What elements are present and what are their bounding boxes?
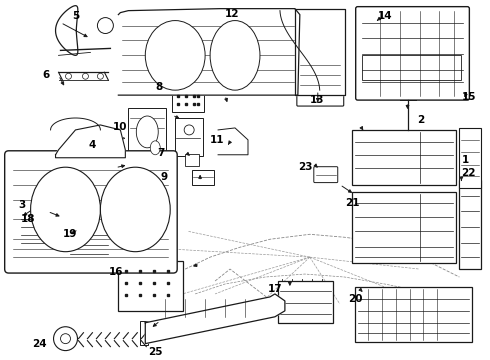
Text: 18: 18 bbox=[21, 215, 35, 224]
Circle shape bbox=[53, 327, 77, 351]
Bar bbox=[278, 281, 333, 323]
Text: 23: 23 bbox=[298, 162, 312, 172]
Text: 8: 8 bbox=[155, 82, 163, 92]
Ellipse shape bbox=[150, 141, 160, 155]
Text: 20: 20 bbox=[348, 294, 362, 304]
Text: 24: 24 bbox=[33, 339, 47, 349]
Bar bbox=[192, 170, 214, 185]
FancyBboxPatch shape bbox=[356, 6, 469, 100]
Bar bbox=[460, 180, 481, 269]
Text: 9: 9 bbox=[160, 172, 168, 182]
Bar bbox=[352, 192, 456, 263]
Text: 12: 12 bbox=[225, 9, 240, 19]
Text: 11: 11 bbox=[210, 135, 224, 145]
Bar bbox=[23, 215, 37, 246]
Circle shape bbox=[61, 334, 71, 344]
Circle shape bbox=[66, 73, 72, 79]
Circle shape bbox=[98, 73, 103, 79]
Text: 16: 16 bbox=[108, 267, 123, 277]
Text: 13: 13 bbox=[310, 95, 324, 105]
Text: 4: 4 bbox=[89, 140, 96, 150]
Bar bbox=[355, 287, 472, 342]
Bar bbox=[460, 128, 481, 188]
Bar bbox=[362, 55, 462, 80]
Circle shape bbox=[98, 18, 113, 33]
Bar bbox=[352, 130, 456, 185]
Text: 21: 21 bbox=[345, 198, 359, 207]
Bar bbox=[119, 261, 183, 311]
Text: 17: 17 bbox=[268, 284, 283, 294]
Text: 15: 15 bbox=[462, 92, 476, 102]
FancyBboxPatch shape bbox=[314, 167, 338, 183]
Polygon shape bbox=[295, 9, 345, 95]
FancyBboxPatch shape bbox=[297, 54, 343, 106]
Bar bbox=[128, 249, 170, 263]
Text: 14: 14 bbox=[378, 11, 392, 21]
Bar bbox=[43, 215, 56, 246]
Polygon shape bbox=[55, 125, 125, 158]
Circle shape bbox=[184, 125, 194, 135]
Bar bbox=[175, 118, 203, 156]
Ellipse shape bbox=[30, 167, 100, 252]
Ellipse shape bbox=[136, 116, 158, 148]
Polygon shape bbox=[145, 294, 285, 344]
Text: 10: 10 bbox=[112, 122, 127, 132]
Text: 3: 3 bbox=[19, 199, 26, 210]
Ellipse shape bbox=[210, 21, 260, 90]
Bar bbox=[185, 154, 199, 166]
Polygon shape bbox=[218, 128, 248, 155]
Text: 5: 5 bbox=[73, 11, 80, 21]
Circle shape bbox=[82, 73, 89, 79]
Text: 22: 22 bbox=[462, 168, 476, 178]
Polygon shape bbox=[119, 9, 300, 95]
Text: 2: 2 bbox=[417, 115, 425, 125]
Text: 1: 1 bbox=[462, 155, 468, 165]
Ellipse shape bbox=[145, 21, 205, 90]
Text: 25: 25 bbox=[148, 347, 163, 357]
Ellipse shape bbox=[100, 167, 170, 252]
Text: 7: 7 bbox=[157, 148, 165, 158]
Bar bbox=[128, 108, 166, 160]
Bar bbox=[69, 227, 110, 262]
Bar bbox=[172, 90, 204, 112]
Text: 6: 6 bbox=[43, 70, 50, 80]
Bar bbox=[19, 211, 74, 251]
Bar bbox=[140, 321, 148, 345]
FancyBboxPatch shape bbox=[5, 151, 177, 273]
Text: 19: 19 bbox=[63, 229, 77, 239]
